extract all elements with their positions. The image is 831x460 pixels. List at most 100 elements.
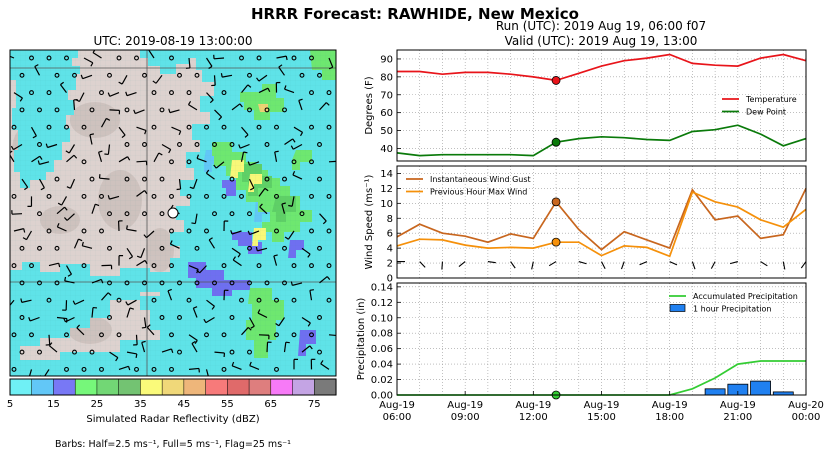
timeseries-barb: [800, 261, 807, 269]
station-calm: [169, 228, 174, 234]
wind-barb: [21, 299, 32, 303]
wind-barb: [91, 278, 102, 284]
radar-map: [10, 50, 336, 376]
station-calm: [81, 193, 87, 199]
station-calm: [151, 366, 157, 372]
wind-barb: [56, 316, 68, 320]
wind-barb-flag: [298, 98, 303, 102]
wind-barb: [141, 342, 146, 353]
station-calm: [64, 332, 69, 338]
station-calm: [29, 55, 34, 61]
station-calm: [177, 315, 182, 320]
station-calm: [221, 193, 227, 199]
wind-barb-flag: [203, 318, 207, 323]
wind-barb-flag: [170, 348, 174, 353]
y-tick-label: 0.02: [371, 375, 393, 386]
wind-barb-flag: [100, 279, 104, 284]
wind-barb: [215, 161, 225, 169]
colorbar-swatch: [9, 378, 33, 396]
wind-barb: [65, 316, 75, 323]
station-calm: [81, 124, 87, 130]
station-calm: [151, 263, 157, 269]
wind-barb-flag: [63, 317, 67, 323]
station-calm: [264, 176, 270, 182]
wind-barb-flag: [158, 152, 163, 156]
station-calm: [159, 315, 165, 320]
wind-barb-flag: [57, 202, 62, 206]
precip-bar: [704, 388, 726, 396]
wind-barb-flag: [126, 225, 128, 230]
wind-barb-flag: [239, 103, 243, 108]
wind-barb: [293, 126, 303, 133]
wind-barb: [274, 151, 278, 162]
colorbar-swatch: [140, 378, 163, 396]
wind-barb: [287, 230, 295, 240]
station-calm: [81, 366, 87, 372]
time-axis: Aug-1906:00Aug-1909:00Aug-1912:00Aug-191…: [379, 391, 824, 423]
station-calm: [107, 315, 112, 320]
station-calm: [54, 176, 60, 182]
wind-barb-flag: [144, 190, 148, 195]
station-calm: [37, 107, 42, 113]
station-calm: [194, 245, 200, 251]
colorbar-tick-label: 15: [47, 399, 60, 410]
wind-barb: [100, 118, 107, 128]
station-calm: [19, 280, 25, 286]
station-calm: [274, 124, 279, 130]
wind-barb-flag: [208, 65, 213, 70]
panel-temperature: 40 50 60 70 80 90 Degrees (F) Temperature Dew Po…: [364, 49, 807, 162]
wind-barb-flag: [285, 56, 288, 61]
station-calm: [247, 211, 252, 217]
y-tick-label: 50: [380, 126, 393, 137]
wind-barb-flag: [58, 263, 61, 268]
station-calm: [81, 263, 87, 269]
legend-label: Accumulated Precipitation: [693, 292, 798, 301]
x-tick-time: 06:00: [383, 412, 412, 423]
wind-barb: [39, 161, 50, 165]
wind-barb: [192, 307, 198, 318]
wind-barb-flag: [256, 77, 260, 82]
wind-barb-flag: [141, 340, 146, 344]
station-calm: [159, 211, 165, 217]
plot-frame: [396, 165, 807, 279]
station-calm: [264, 107, 270, 113]
wind-barb: [319, 276, 328, 284]
station-calm: [89, 107, 95, 113]
y-tick-label: 0.08: [371, 329, 393, 340]
current-time-marker: [551, 197, 561, 207]
wind-barb: [92, 52, 102, 59]
wind-barb-flag: [32, 135, 37, 139]
wind-barb: [126, 247, 134, 257]
x-tick-time: 12:00: [519, 412, 548, 423]
wind-barb: [231, 103, 241, 111]
wind-barb: [74, 299, 85, 305]
wind-barb: [109, 92, 120, 97]
legend: Temperature Dew Point: [722, 95, 797, 117]
station-calm: [326, 90, 332, 96]
wind-barb-flag: [230, 230, 233, 235]
station-calm: [169, 263, 174, 269]
wind-barb: [206, 172, 215, 180]
wind-barb: [29, 316, 40, 322]
wind-barb-flag: [121, 134, 126, 139]
series-line: [396, 124, 807, 157]
wind-barb-flag: [24, 186, 29, 191]
wind-barb-flag: [143, 234, 147, 239]
wind-barb-flag: [66, 186, 71, 189]
wind-barb-flag: [37, 160, 40, 165]
legend-label: Dew Point: [746, 108, 786, 117]
wind-barb: [328, 57, 334, 68]
station-calm: [37, 142, 42, 147]
y-axis-label: Degrees (F): [364, 76, 375, 134]
station-calm: [29, 332, 34, 338]
station-calm: [177, 280, 182, 286]
station-calm: [282, 107, 287, 113]
colorbar-swatch: [183, 378, 207, 396]
wind-barb-flag: [187, 100, 192, 105]
wind-barb-flag: [189, 186, 194, 190]
station-calm: [142, 211, 147, 217]
station-calm: [256, 297, 262, 303]
wind-barb-flag: [28, 317, 31, 322]
wind-barb: [208, 239, 216, 249]
colorbar-swatch: [53, 378, 76, 396]
